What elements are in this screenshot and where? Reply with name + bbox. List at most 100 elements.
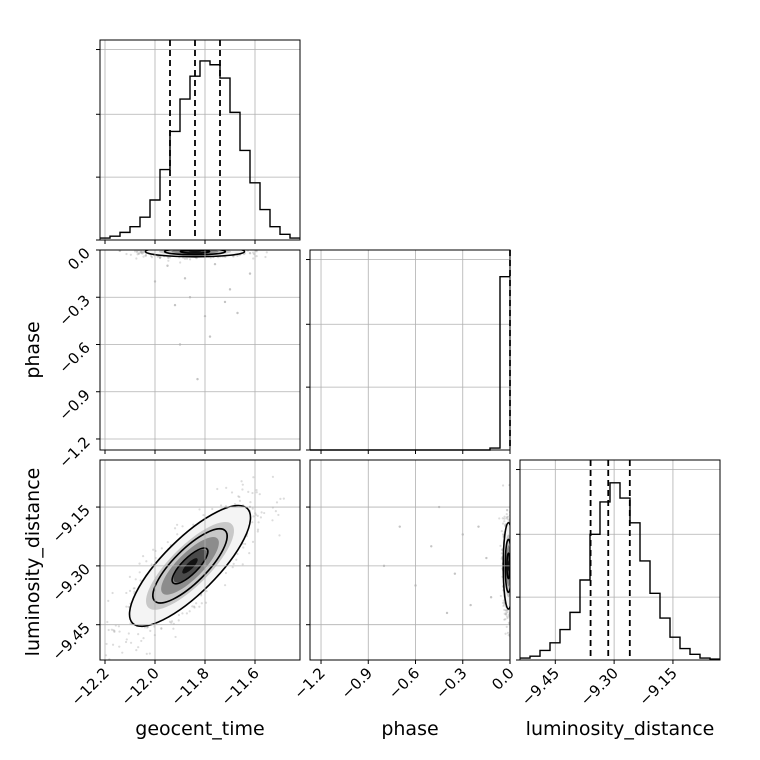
sample-point: [233, 246, 235, 248]
sample-point: [512, 572, 514, 574]
sample-point-outlier: [445, 611, 449, 615]
sample-point: [511, 554, 513, 556]
sample-point: [510, 563, 512, 565]
sample-point: [513, 564, 515, 566]
sample-point: [510, 579, 512, 581]
sample-point: [511, 561, 513, 563]
sample-point: [235, 558, 238, 561]
sample-point: [511, 566, 513, 568]
sample-point: [271, 475, 275, 478]
sample-point: [503, 520, 506, 523]
sample-point: [117, 625, 120, 628]
yticklabel-phase-2: −0.6: [55, 339, 93, 377]
sample-point: [207, 246, 209, 248]
sample-point: [512, 603, 514, 605]
sample-point: [504, 618, 507, 621]
sample-point: [228, 247, 230, 249]
sample-point: [500, 548, 504, 551]
sample-point: [160, 247, 162, 249]
xticklabel-phase-4: 0.0: [488, 664, 518, 694]
sample-point-outlier: [485, 556, 488, 560]
sample-point: [172, 627, 175, 630]
sample-point: [198, 246, 200, 248]
sample-point: [185, 248, 187, 250]
sample-point: [511, 553, 513, 555]
sample-point: [510, 523, 512, 525]
sample-point: [111, 591, 114, 595]
sample-point: [511, 537, 513, 539]
sample-point: [167, 256, 170, 259]
xticklabel-geocent_time-2: −11.8: [168, 664, 213, 709]
sample-point: [202, 247, 204, 249]
sample-point: [110, 628, 113, 631]
sample-point: [216, 247, 218, 249]
sample-point: [192, 245, 194, 247]
sample-point-outlier: [236, 311, 239, 315]
panel-hist-phase: [309, 249, 511, 451]
sample-point: [263, 511, 266, 515]
sample-point: [252, 476, 255, 479]
sample-point: [511, 577, 513, 579]
sample-point: [511, 571, 513, 573]
sample-point: [174, 246, 176, 248]
sample-point-outlier: [430, 545, 433, 548]
yticklabel-luminosity_distance-0: −9.45: [49, 619, 94, 664]
sample-point: [126, 248, 128, 250]
sample-point: [514, 579, 516, 581]
sample-point: [511, 563, 513, 565]
sample-point: [194, 247, 196, 249]
sample-point: [173, 527, 177, 530]
sample-point: [255, 250, 258, 253]
sample-point: [512, 569, 514, 571]
sample-point: [205, 246, 207, 248]
sample-point: [230, 246, 232, 248]
sample-point: [183, 257, 187, 260]
sample-point: [516, 587, 518, 589]
sample-point: [189, 246, 191, 248]
sample-point: [142, 247, 144, 249]
sample-point: [511, 593, 513, 595]
sample-point: [260, 511, 263, 514]
sample-point: [241, 563, 244, 566]
sample-point: [232, 562, 235, 565]
sample-point: [140, 251, 143, 255]
sample-point: [233, 503, 236, 506]
sample-point: [129, 253, 132, 256]
sample-point: [198, 508, 201, 511]
sample-point: [512, 577, 514, 579]
sample-point: [153, 247, 155, 249]
sample-point: [511, 554, 513, 556]
sample-point: [278, 534, 281, 537]
sample-point: [230, 491, 234, 494]
sample-point: [188, 610, 191, 613]
sample-point: [183, 242, 185, 244]
sample-point: [512, 553, 514, 555]
sample-point: [154, 247, 156, 249]
xticklabel-phase-2: −0.6: [385, 664, 423, 702]
sample-point: [511, 573, 513, 575]
sample-point: [133, 250, 137, 253]
sample-point: [195, 257, 198, 260]
sample-point: [511, 563, 513, 565]
sample-point: [511, 542, 513, 544]
sample-point: [192, 523, 195, 526]
sample-point: [150, 254, 153, 258]
sample-point: [244, 542, 247, 546]
sample-point: [277, 513, 280, 517]
sample-point: [511, 586, 513, 588]
sample-point: [512, 583, 514, 585]
sample-point: [119, 250, 122, 253]
sample-point: [191, 605, 194, 608]
sample-point: [212, 247, 214, 249]
sample-point: [193, 605, 196, 608]
sample-point: [510, 552, 512, 554]
sample-point: [137, 646, 140, 649]
sample-point: [202, 246, 204, 248]
sample-point: [248, 252, 251, 255]
sample-point: [511, 553, 513, 555]
sample-point: [264, 255, 267, 259]
sample-point: [252, 253, 256, 256]
sample-point: [511, 555, 513, 557]
sample-point: [141, 555, 145, 558]
sample-point: [505, 625, 508, 628]
